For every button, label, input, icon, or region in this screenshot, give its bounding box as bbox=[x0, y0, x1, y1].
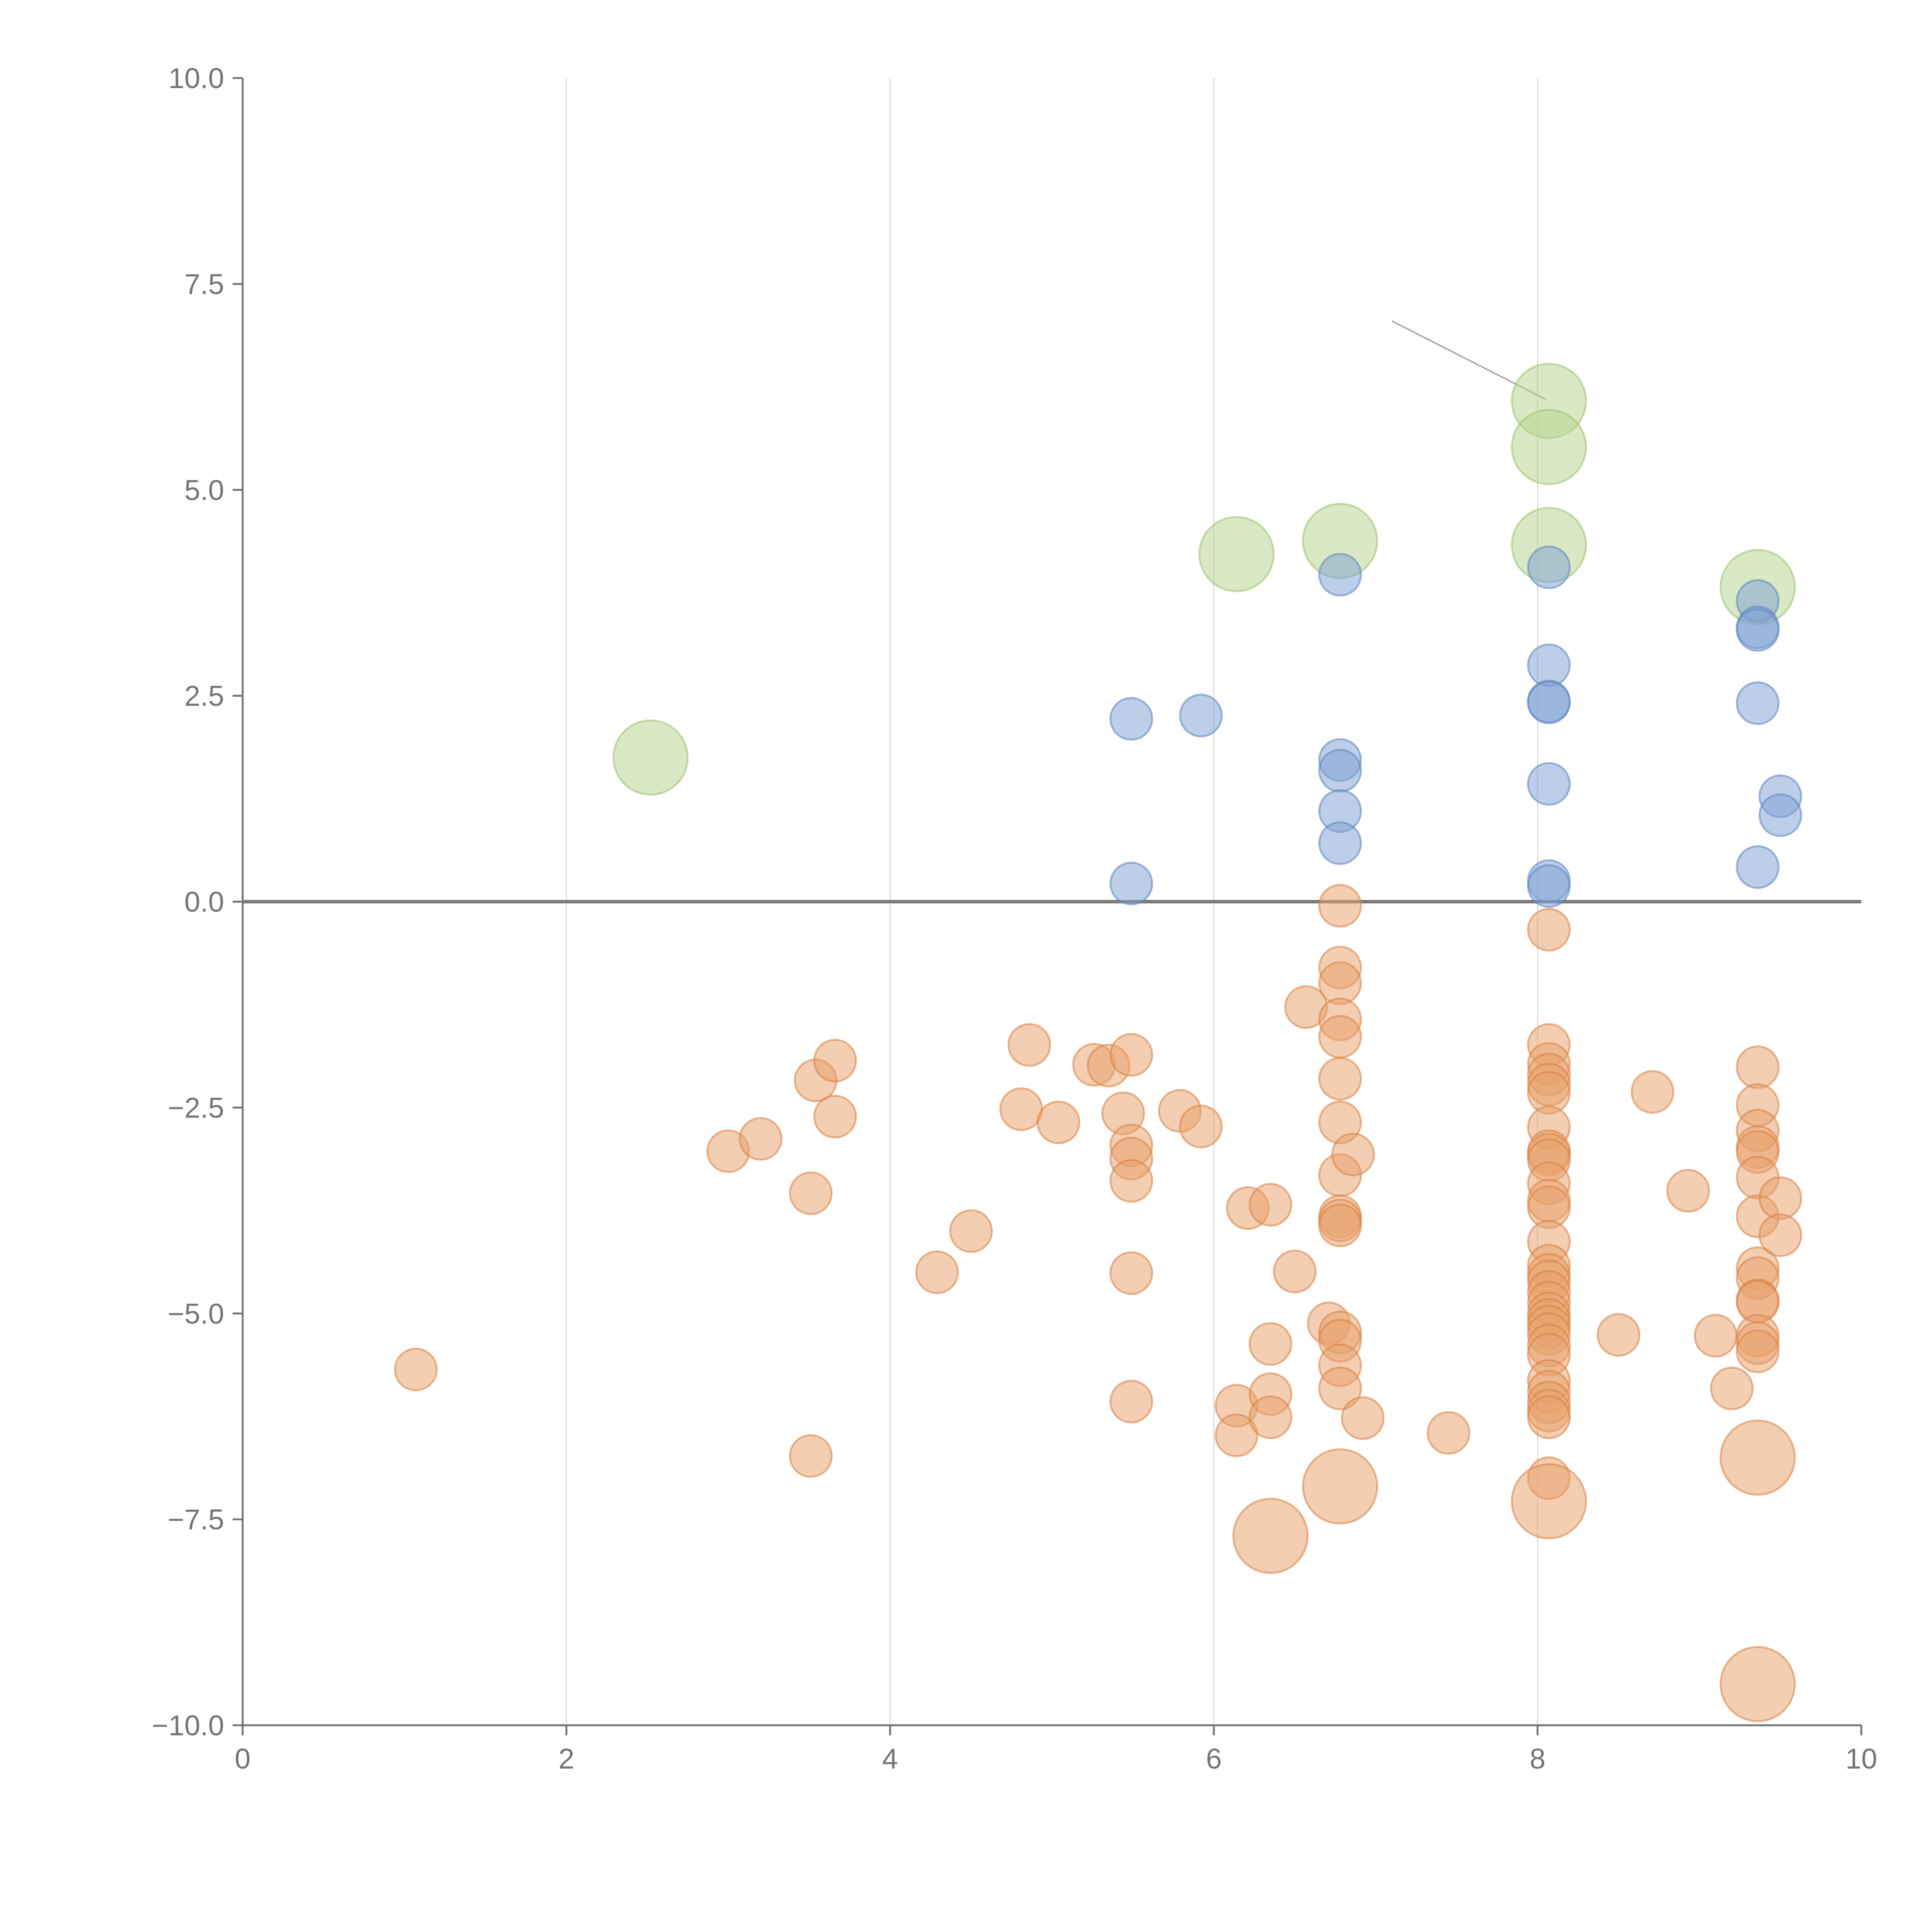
blue-point-12 bbox=[1527, 762, 1571, 806]
orange-point-87 bbox=[1710, 1366, 1754, 1410]
data-marks bbox=[394, 363, 1803, 1722]
orange-point-12 bbox=[1036, 1100, 1080, 1145]
x-tick-label: 0 bbox=[235, 1743, 250, 1775]
orange-point-11 bbox=[1007, 1023, 1051, 1067]
green-point-4 bbox=[1511, 409, 1587, 485]
orange-point-23 bbox=[1179, 1104, 1223, 1148]
orange-point-85 bbox=[1666, 1169, 1710, 1213]
orange-large-point-0 bbox=[1232, 1498, 1309, 1574]
orange-point-3 bbox=[789, 1171, 833, 1215]
blue-point-1 bbox=[1179, 694, 1223, 738]
blue-point-7 bbox=[1318, 821, 1362, 865]
y-tick-label: 7.5 bbox=[184, 268, 224, 300]
tick-labels: 10.0 7.5 5.0 2.5 0.0 −2.5 −5.0 −7.5 −10.0 0 2 4 6 8 10 bbox=[152, 62, 1877, 1775]
orange-point-102 bbox=[1759, 1176, 1803, 1220]
y-tick-label: 2.5 bbox=[184, 680, 224, 712]
blue-point-2 bbox=[1109, 862, 1153, 906]
orange-point-50 bbox=[1341, 1396, 1385, 1440]
orange-large-point-2 bbox=[1511, 1463, 1587, 1539]
blue-point-8 bbox=[1527, 545, 1571, 589]
y-tick-label: 10.0 bbox=[168, 62, 224, 94]
orange-point-25 bbox=[1214, 1413, 1259, 1458]
blue-point-3 bbox=[1318, 553, 1362, 597]
y-tick-label: −2.5 bbox=[168, 1092, 224, 1124]
orange-point-39 bbox=[1318, 1057, 1362, 1101]
orange-large-point-1 bbox=[1302, 1448, 1378, 1525]
blue-point-0 bbox=[1109, 697, 1153, 741]
y-tick-label: −7.5 bbox=[168, 1503, 224, 1536]
orange-point-10 bbox=[999, 1087, 1043, 1131]
orange-point-9 bbox=[949, 1209, 993, 1253]
orange-point-31 bbox=[1273, 1250, 1317, 1294]
orange-point-49 bbox=[1331, 1133, 1375, 1177]
orange-large-point-4 bbox=[1719, 1646, 1796, 1722]
orange-point-6 bbox=[813, 1095, 857, 1139]
blue-point-11 bbox=[1527, 680, 1571, 724]
orange-point-21 bbox=[1109, 1379, 1153, 1423]
orange-point-52 bbox=[1527, 908, 1571, 952]
y-tick-label: −10.0 bbox=[152, 1709, 224, 1742]
axes bbox=[233, 77, 1862, 1735]
orange-point-7 bbox=[789, 1434, 833, 1478]
orange-point-8 bbox=[915, 1250, 959, 1294]
orange-point-5 bbox=[813, 1039, 857, 1083]
blue-point-21 bbox=[1736, 845, 1780, 889]
orange-point-44 bbox=[1318, 1203, 1362, 1247]
orange-point-88 bbox=[1736, 1045, 1780, 1089]
orange-point-2 bbox=[738, 1117, 782, 1161]
blue-point-17 bbox=[1736, 608, 1780, 652]
blue-point-20 bbox=[1759, 793, 1803, 837]
blue-point-5 bbox=[1318, 749, 1362, 793]
orange-point-19 bbox=[1109, 1159, 1153, 1203]
orange-point-103 bbox=[1759, 1213, 1803, 1257]
orange-point-48 bbox=[1318, 1366, 1362, 1410]
x-tick-label: 4 bbox=[882, 1743, 898, 1775]
orange-point-0 bbox=[394, 1347, 438, 1391]
orange-point-101 bbox=[1736, 1329, 1780, 1373]
orange-large-point-3 bbox=[1719, 1419, 1796, 1496]
orange-point-30 bbox=[1248, 1395, 1293, 1439]
orange-point-84 bbox=[1631, 1070, 1675, 1114]
green-point-0 bbox=[612, 719, 689, 796]
orange-point-81 bbox=[1527, 1395, 1571, 1439]
blue-point-18 bbox=[1736, 681, 1780, 725]
orange-point-20 bbox=[1109, 1251, 1153, 1295]
orange-point-34 bbox=[1318, 884, 1362, 928]
y-tick-label: −5.0 bbox=[168, 1298, 224, 1330]
x-tick-label: 2 bbox=[558, 1743, 574, 1775]
y-tick-label: 5.0 bbox=[184, 474, 224, 506]
orange-point-27 bbox=[1248, 1183, 1293, 1227]
orange-point-86 bbox=[1694, 1314, 1738, 1358]
y-tick-label: 0.0 bbox=[184, 886, 224, 918]
x-tick-label: 6 bbox=[1206, 1743, 1222, 1775]
orange-point-16 bbox=[1109, 1033, 1153, 1077]
orange-point-28 bbox=[1248, 1322, 1293, 1366]
blue-point-14 bbox=[1527, 864, 1571, 908]
x-tick-label: 8 bbox=[1530, 1743, 1546, 1775]
green-point-1 bbox=[1198, 516, 1275, 592]
x-tick-label: 10 bbox=[1845, 1743, 1877, 1775]
orange-point-51 bbox=[1427, 1411, 1471, 1455]
orange-point-38 bbox=[1318, 1015, 1362, 1059]
orange-point-83 bbox=[1597, 1313, 1641, 1357]
